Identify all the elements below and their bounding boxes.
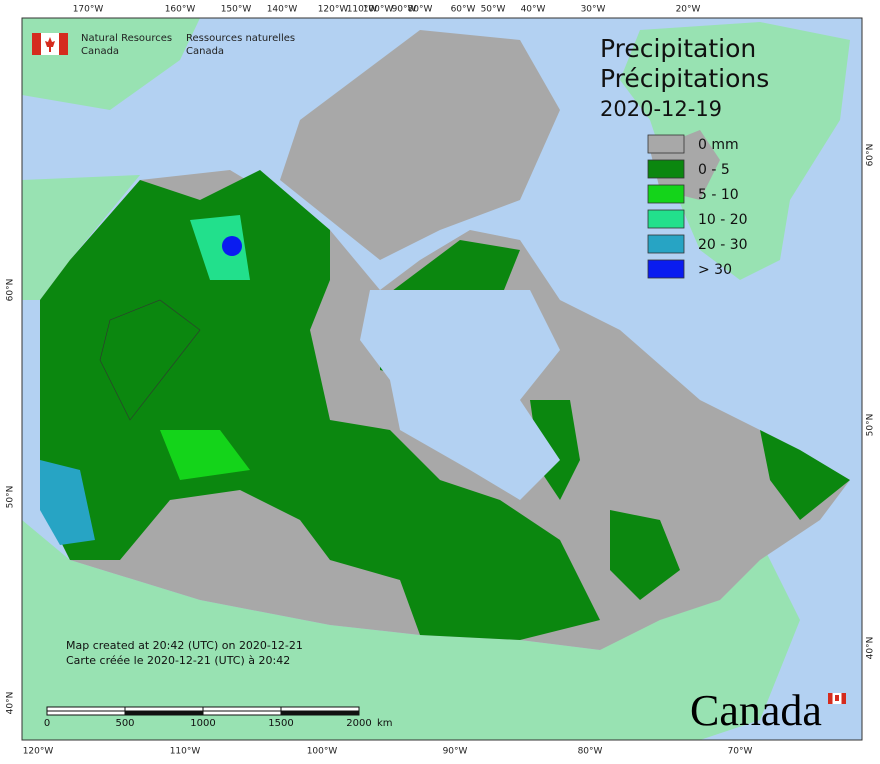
lon-label: 120°W	[318, 5, 349, 15]
lon-label: 110°W	[170, 747, 201, 757]
lon-label: 70°W	[728, 747, 753, 757]
legend-label: > 30	[698, 262, 732, 278]
lon-label: 50°W	[481, 5, 506, 15]
lon-label: 100°W	[307, 747, 338, 757]
lon-label: 20°W	[676, 5, 701, 15]
legend-swatch	[647, 259, 685, 279]
lat-label: 40°N	[866, 637, 876, 660]
lon-label: 90°W	[392, 5, 417, 15]
lon-label: 140°W	[267, 5, 298, 15]
precip-0-5	[40, 170, 600, 640]
lat-label: 40°N	[6, 692, 16, 715]
lat-label: 50°N	[6, 486, 16, 509]
legend-swatch	[647, 184, 685, 204]
lat-label: 60°N	[866, 144, 876, 167]
title-en: Precipitation	[600, 34, 756, 63]
precip-20-30	[40, 460, 95, 545]
precip-0-5-east	[610, 510, 680, 600]
lon-label: 40°W	[521, 5, 546, 15]
scale-label: 0	[44, 718, 50, 729]
hudson-bay	[360, 290, 560, 500]
legend-swatch	[647, 234, 685, 254]
scale-segment	[202, 710, 282, 716]
legend-label: 0 - 5	[698, 162, 730, 178]
lon-label: 120°W	[23, 747, 54, 757]
precip-over-30	[222, 236, 242, 256]
precip-10-20	[190, 215, 250, 280]
legend-label: 0 mm	[698, 137, 739, 153]
lon-label: 80°W	[578, 747, 603, 757]
legend-label: 20 - 30	[698, 237, 748, 253]
agency-fr: Ressources naturelles	[186, 33, 295, 44]
wordmark: Canada	[690, 686, 822, 735]
precip-0-5-labrador	[530, 400, 580, 500]
lon-label: 80°W	[408, 5, 433, 15]
lon-label: 60°W	[451, 5, 476, 15]
legend-swatch	[647, 159, 685, 179]
lat-label: 60°N	[6, 279, 16, 302]
scale-label: 1000	[190, 718, 215, 729]
lon-label: 100°W	[363, 5, 394, 15]
scale-label: 500	[115, 718, 134, 729]
lon-label: 30°W	[581, 5, 606, 15]
usa	[22, 520, 800, 740]
scale-segment	[46, 706, 126, 712]
arctic-islands	[280, 30, 560, 260]
lat-label: 50°N	[866, 414, 876, 437]
boundary	[99, 299, 201, 421]
flag-band	[841, 693, 846, 704]
title-date: 2020-12-19	[600, 97, 722, 121]
maple-leaf	[45, 37, 55, 52]
credit: Carte créée le 2020-12-21 (UTC) à 20:42	[66, 654, 290, 667]
maple-leaf	[835, 695, 839, 701]
wordmark-flag	[828, 693, 846, 704]
agency-flag	[32, 33, 68, 55]
legend-label: 5 - 10	[698, 187, 739, 203]
scale-segment	[46, 710, 126, 716]
legend-swatch	[647, 209, 685, 229]
title-fr: Précipitations	[600, 64, 769, 93]
scale-segment	[280, 706, 360, 712]
legend-label: 10 - 20	[698, 212, 748, 228]
scale-segment	[202, 706, 282, 712]
precip-0-5-nfld	[760, 430, 850, 520]
scale-segment	[280, 710, 360, 716]
flag-band	[59, 33, 68, 55]
scale-label: 1500	[268, 718, 293, 729]
alaska	[22, 175, 140, 300]
agency-en: Natural Resources	[81, 33, 172, 44]
lon-label: 150°W	[221, 5, 252, 15]
lon-label: 90°W	[443, 747, 468, 757]
agency-en: Canada	[81, 46, 119, 57]
map-frame	[21, 17, 863, 741]
lon-label: 170°W	[73, 5, 104, 15]
precip-5-10	[160, 430, 250, 480]
agency-fr: Canada	[186, 46, 224, 57]
credit: Map created at 20:42 (UTC) on 2020-12-21	[66, 639, 303, 652]
greenland	[620, 22, 850, 280]
lon-label: 110°W	[347, 5, 378, 15]
legend-swatch	[647, 134, 685, 154]
flag-band	[828, 693, 833, 704]
scale-label: 2000	[346, 718, 371, 729]
scale-segment	[124, 706, 204, 712]
lon-label: 160°W	[165, 5, 196, 15]
scale-segment	[124, 710, 204, 716]
scale-unit: km	[377, 718, 393, 729]
map-body	[22, 18, 862, 740]
flag-band	[32, 33, 41, 55]
